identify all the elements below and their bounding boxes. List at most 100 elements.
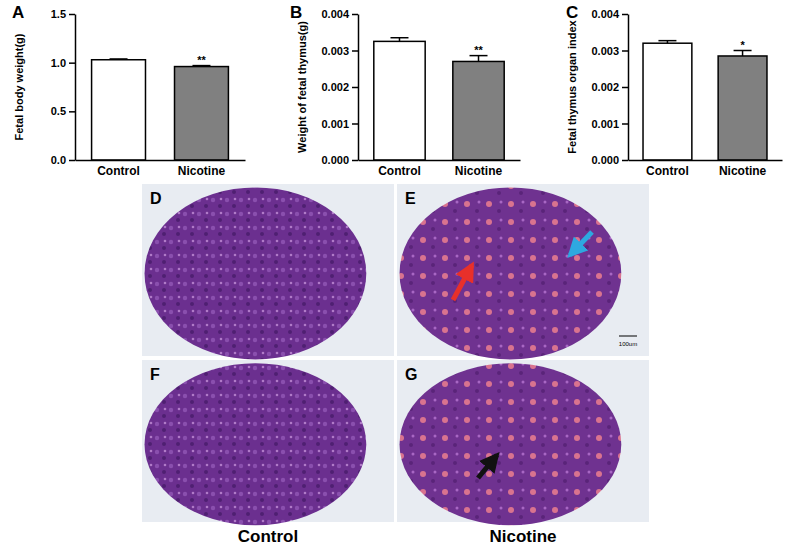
y-axis-title: Fetal thymus organ index (566, 19, 578, 153)
tick-mark (69, 14, 75, 16)
arrow (478, 455, 497, 478)
error-stem (478, 56, 480, 62)
axis-line (629, 160, 783, 162)
tick-label: Control (646, 164, 689, 178)
tick-label: 0.002 (321, 81, 349, 93)
bar (453, 61, 504, 160)
tick-mark (352, 14, 358, 16)
scale-bar (619, 336, 637, 337)
tick-label: 0.000 (321, 154, 349, 166)
tick-label: 0.003 (591, 45, 619, 57)
plot-area (643, 41, 767, 160)
error-cap (390, 37, 408, 39)
error-bar (470, 56, 488, 62)
y-axis-title: Fetal body weight(g) (13, 33, 25, 140)
y-axis: 0.000 0.001 0.002 0.003 0.004 (321, 8, 358, 166)
tick-mark (352, 87, 358, 89)
error-cap (658, 40, 676, 42)
micrograph: E 100um (397, 184, 649, 359)
arrow (453, 265, 472, 300)
tick: Control (646, 160, 689, 178)
bar-chart: *0.0000.0010.0020.0030.004ControlNicotin… (566, 3, 783, 178)
tick: 0.003 (321, 45, 358, 57)
bar (92, 60, 146, 160)
tick: Nicotine (178, 160, 226, 178)
tick-label: 0.000 (591, 154, 619, 166)
tick: 0.000 (321, 154, 358, 166)
micrograph: G (397, 360, 649, 525)
axis-line (359, 160, 521, 162)
tick-mark (352, 160, 358, 162)
tick: 0.004 (321, 8, 358, 20)
x-axis: Control Nicotine (629, 160, 783, 178)
tissue (400, 187, 622, 359)
error-stem (742, 51, 744, 56)
axis-line (76, 160, 246, 162)
scale-bar-label: 100um (619, 341, 637, 347)
tick-label: 0.001 (591, 118, 619, 130)
tick: Nicotine (455, 160, 503, 178)
tick-label: Nicotine (719, 164, 767, 178)
tick-label: 0.001 (321, 118, 349, 130)
caption: Nicotine (489, 527, 556, 546)
tick-mark (352, 50, 358, 52)
tick-mark (69, 62, 75, 64)
tick-label: 0.002 (591, 81, 619, 93)
tick-label: Nicotine (178, 164, 226, 178)
tick-label: 0.003 (321, 45, 349, 57)
tick-label: Control (97, 164, 140, 178)
tick-mark (622, 87, 628, 89)
bar (175, 67, 229, 160)
tick-mark (622, 50, 628, 52)
tick-label: Nicotine (455, 164, 503, 178)
tick-mark (622, 14, 628, 16)
tick-mark (352, 123, 358, 125)
tick-mark (622, 160, 628, 162)
tissue (400, 363, 622, 525)
arrow (570, 232, 592, 255)
panel-label: E (405, 190, 416, 207)
tissue (145, 187, 367, 359)
tick-label: 0.004 (321, 8, 349, 20)
panel-label: F (150, 366, 160, 383)
tick: 0.001 (321, 118, 358, 130)
tick-mark (69, 111, 75, 113)
y-axis-title: Weight of fetal thymus(g) (296, 21, 308, 153)
tick-label: Control (378, 164, 421, 178)
x-axis: Control Nicotine (359, 160, 521, 178)
significance: ** (474, 44, 483, 56)
caption: Control (238, 527, 298, 546)
y-axis: 0.000 0.001 0.002 0.003 0.004 (591, 8, 628, 166)
tick: 0.004 (591, 8, 628, 20)
bar (374, 41, 425, 160)
tick-mark (69, 160, 75, 162)
panel-label: D (150, 190, 162, 207)
tick-mark (622, 123, 628, 125)
micrograph: F (142, 360, 394, 525)
tick: 0.002 (591, 81, 628, 93)
tick: Nicotine (719, 160, 767, 178)
panel-label: B (290, 3, 302, 22)
tick: 0.003 (591, 45, 628, 57)
tick: 0.5 (51, 105, 75, 117)
bar-chart: ** 0.0 0.5 1.0 1.5 Control Nicotine Fetal body … (12, 3, 246, 178)
micrograph: D (142, 184, 394, 359)
error-cap (110, 58, 128, 60)
bar (718, 56, 767, 160)
tick-label: 0.5 (51, 105, 66, 117)
tick: 1.0 (51, 57, 75, 69)
panel-label: G (405, 366, 417, 383)
tick: 0.000 (591, 154, 628, 166)
tick: 0.002 (321, 81, 358, 93)
tick: 1.5 (51, 8, 75, 20)
panel-label: C (566, 3, 578, 22)
tick-label: 1.0 (51, 57, 66, 69)
figure: ** 0.0 0.5 1.0 1.5 Control Nicotine Fetal body … (0, 0, 787, 552)
error-bar (390, 38, 408, 42)
significance: ** (197, 54, 206, 66)
tick: Control (97, 160, 140, 178)
plot-area (92, 59, 229, 160)
x-axis: Control Nicotine (76, 160, 246, 178)
tick-label: 0.0 (51, 154, 66, 166)
tick: 0.001 (591, 118, 628, 130)
